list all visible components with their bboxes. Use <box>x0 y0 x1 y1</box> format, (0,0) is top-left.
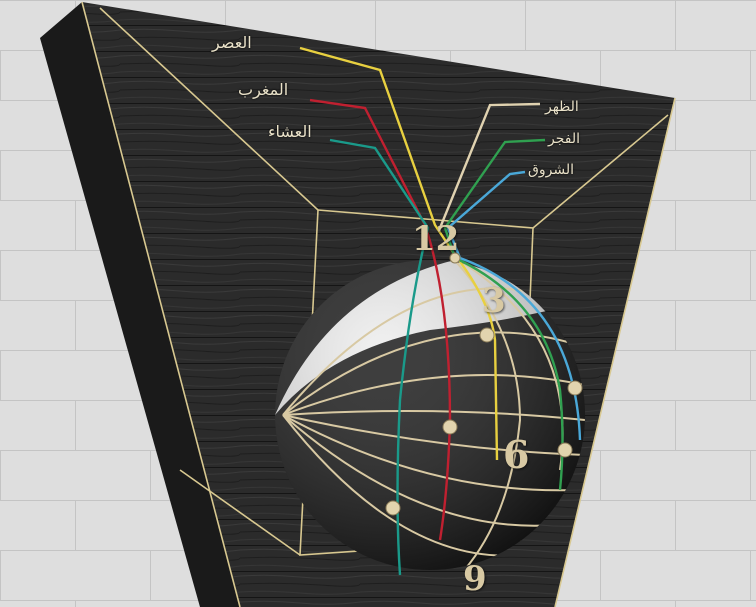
numeral-12: 12 <box>412 219 460 259</box>
label-dhuhr: الظهر <box>545 99 579 115</box>
label-shuruq: الشروق <box>528 162 574 178</box>
numeral-3: 3 <box>482 281 506 321</box>
numeral-6: 6 <box>503 432 530 477</box>
label-asr: العصر <box>212 33 252 52</box>
dhuhr-curve <box>438 102 541 229</box>
marker-balls <box>385 252 583 516</box>
label-maghrib: المغرب <box>238 80 289 99</box>
label-isha: العشاء <box>268 122 312 141</box>
numeral-9: 9 <box>463 559 487 599</box>
isha-curve <box>329 138 430 576</box>
panel-side <box>40 2 240 607</box>
label-fajr: الفجر <box>548 131 580 147</box>
maghrib-curve <box>309 98 452 541</box>
